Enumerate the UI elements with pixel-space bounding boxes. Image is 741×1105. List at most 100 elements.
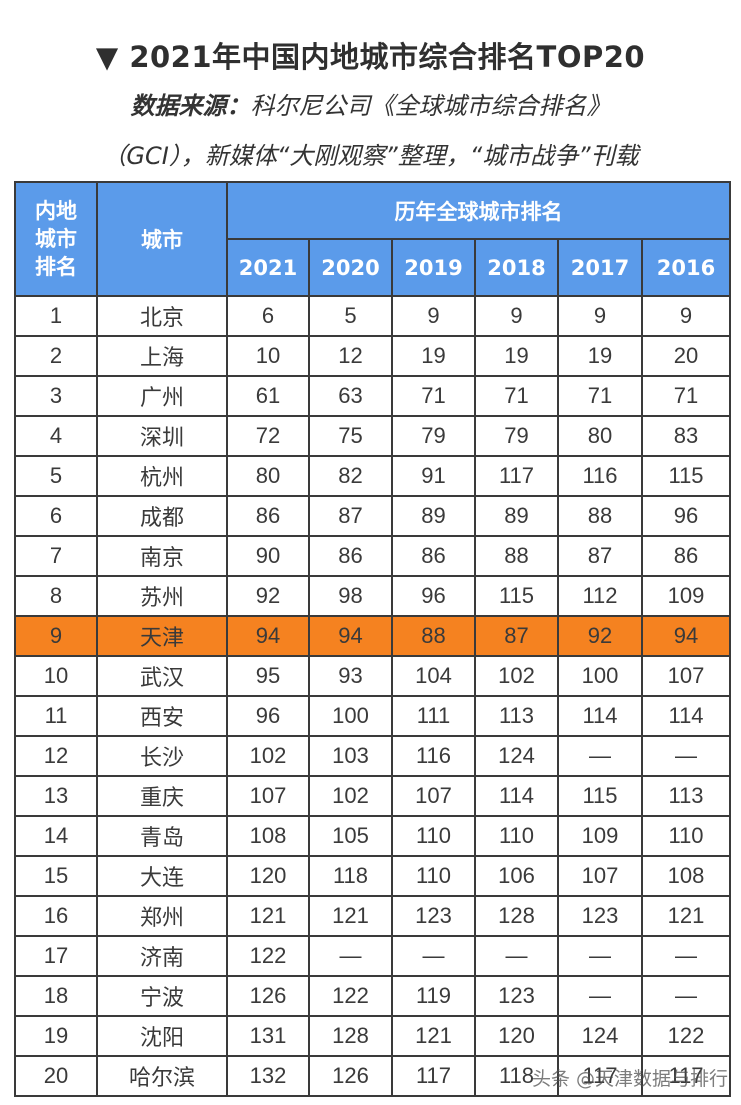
year-rank-cell: 71 bbox=[474, 375, 559, 417]
city-cell: 长沙 bbox=[96, 735, 228, 777]
year-rank-cell: 88 bbox=[474, 535, 559, 577]
year-rank-cell: 106 bbox=[474, 855, 559, 897]
source-line-2: （GCI），新媒体“大刚观察”整理，“城市战争”刊载 bbox=[102, 142, 639, 170]
year-rank-cell: 86 bbox=[391, 535, 476, 577]
rank-cell: 4 bbox=[14, 415, 98, 457]
year-rank-cell: 121 bbox=[226, 895, 310, 937]
rank-cell: 5 bbox=[14, 455, 98, 497]
year-rank-cell: 88 bbox=[391, 615, 476, 657]
rank-cell: 13 bbox=[14, 775, 98, 817]
year-rank-cell: 72 bbox=[226, 415, 310, 457]
year-rank-cell: 118 bbox=[474, 1055, 559, 1097]
city-cell: 西安 bbox=[96, 695, 228, 737]
city-cell: 上海 bbox=[96, 335, 228, 377]
rank-cell: 7 bbox=[14, 535, 98, 577]
rank-cell: 15 bbox=[14, 855, 98, 897]
year-rank-cell: 124 bbox=[557, 1015, 643, 1057]
table-row: 10 武汉 95 93 104 102 100 107 bbox=[14, 655, 732, 697]
year-rank-cell: 71 bbox=[557, 375, 643, 417]
year-rank-cell: 88 bbox=[557, 495, 643, 537]
year-rank-cell: 107 bbox=[557, 855, 643, 897]
city-cell: 宁波 bbox=[96, 975, 228, 1017]
city-cell: 郑州 bbox=[96, 895, 228, 937]
year-rank-cell: 120 bbox=[226, 855, 310, 897]
rank-header-line: 内地 bbox=[35, 199, 77, 223]
city-cell: 杭州 bbox=[96, 455, 228, 497]
year-rank-cell: 124 bbox=[474, 735, 559, 777]
year-rank-cell: 122 bbox=[226, 935, 310, 977]
year-rank-cell: 75 bbox=[308, 415, 393, 457]
table-row: 3 广州 61 63 71 71 71 71 bbox=[14, 375, 732, 417]
year-rank-cell: 110 bbox=[640, 815, 732, 857]
city-cell: 南京 bbox=[96, 535, 228, 577]
year-rank-cell: 126 bbox=[308, 1055, 393, 1097]
table-row: 15 大连 120 118 110 106 107 108 bbox=[14, 855, 732, 897]
year-rank-cell: 86 bbox=[640, 535, 732, 577]
rank-cell: 14 bbox=[14, 815, 98, 857]
year-rank-cell: 108 bbox=[226, 815, 310, 857]
year-rank-cell: 89 bbox=[474, 495, 559, 537]
table-row: 14 青岛 108 105 110 110 109 110 bbox=[14, 815, 732, 857]
year-rank-cell: 82 bbox=[308, 455, 393, 497]
rank-cell: 2 bbox=[14, 335, 98, 377]
table-row: 17 济南 122— — — — — bbox=[14, 935, 732, 977]
year-rank-cell: 107 bbox=[391, 775, 476, 817]
year-header: 2019 bbox=[391, 238, 476, 297]
year-rank-cell: 122 bbox=[308, 975, 393, 1017]
year-rank-cell: 80 bbox=[557, 415, 643, 457]
rank-cell: 11 bbox=[14, 695, 98, 737]
year-header: 2021 bbox=[226, 238, 310, 297]
year-rank-cell: 117 bbox=[640, 1055, 732, 1097]
year-rank-cell: 110 bbox=[391, 815, 476, 857]
city-cell: 天津 bbox=[96, 615, 228, 657]
year-rank-cell: 117 bbox=[474, 455, 559, 497]
rank-cell: 9 bbox=[14, 615, 98, 657]
year-rank-cell: 111 bbox=[391, 695, 476, 737]
year-rank-cell: 114 bbox=[640, 695, 732, 737]
rank-cell: 12 bbox=[14, 735, 98, 777]
year-rank-cell: 79 bbox=[474, 415, 559, 457]
year-rank-cell: 128 bbox=[474, 895, 559, 937]
rank-cell: 3 bbox=[14, 375, 98, 417]
year-rank-cell: 100 bbox=[308, 695, 393, 737]
table-row: 11 西安 96 100 111 113 114 114 bbox=[14, 695, 732, 737]
year-rank-cell: 114 bbox=[474, 775, 559, 817]
year-rank-cell: 94 bbox=[640, 615, 732, 657]
table-row: 12 长沙 102 103 116 124— — bbox=[14, 735, 732, 777]
year-rank-cell: 90 bbox=[226, 535, 310, 577]
year-rank-cell: 5 bbox=[308, 295, 393, 337]
table-row: 8 苏州 92 98 96 115 112 109 bbox=[14, 575, 732, 617]
year-header: 2016 bbox=[640, 238, 732, 297]
year-rank-cell: — bbox=[557, 935, 643, 977]
watermark: 头条 @天津数据与排行 bbox=[532, 1068, 729, 1090]
table-row: 5 杭州 80 82 91 117 116 115 bbox=[14, 455, 732, 497]
year-rank-cell: 118 bbox=[308, 855, 393, 897]
year-rank-cell: 131 bbox=[226, 1015, 310, 1057]
year-rank-cell: 93 bbox=[308, 655, 393, 697]
year-rank-cell: 114 bbox=[557, 695, 643, 737]
table-row-highlighted: 9 天津 94 94 88 87 92 94 bbox=[14, 615, 732, 657]
city-column-header: 城市 bbox=[96, 181, 228, 297]
year-rank-cell: 123 bbox=[391, 895, 476, 937]
year-rank-cell: 9 bbox=[557, 295, 643, 337]
year-header: 2018 bbox=[474, 238, 559, 297]
table-row: 2 上海 10 12 19 19 19 20 bbox=[14, 335, 732, 377]
city-cell: 成都 bbox=[96, 495, 228, 537]
year-rank-cell: 96 bbox=[226, 695, 310, 737]
year-rank-cell: 119 bbox=[391, 975, 476, 1017]
year-rank-cell: 115 bbox=[640, 455, 732, 497]
year-rank-cell: 113 bbox=[474, 695, 559, 737]
year-rank-cell: — bbox=[557, 975, 643, 1017]
year-rank-cell: 126 bbox=[226, 975, 310, 1017]
table-row: 7 南京 90 86 86 88 87 86 bbox=[14, 535, 732, 577]
year-rank-cell: 92 bbox=[226, 575, 310, 617]
global-ranking-group-header: 历年全球城市排名 bbox=[225, 181, 732, 240]
year-rank-cell: 86 bbox=[308, 535, 393, 577]
year-rank-cell: 9 bbox=[640, 295, 732, 337]
year-rank-cell: 112 bbox=[557, 575, 643, 617]
year-rank-cell: 94 bbox=[226, 615, 310, 657]
city-cell: 苏州 bbox=[96, 575, 228, 617]
year-rank-cell: 91 bbox=[391, 455, 476, 497]
year-rank-cell: 121 bbox=[308, 895, 393, 937]
rank-cell: 20 bbox=[14, 1055, 98, 1097]
